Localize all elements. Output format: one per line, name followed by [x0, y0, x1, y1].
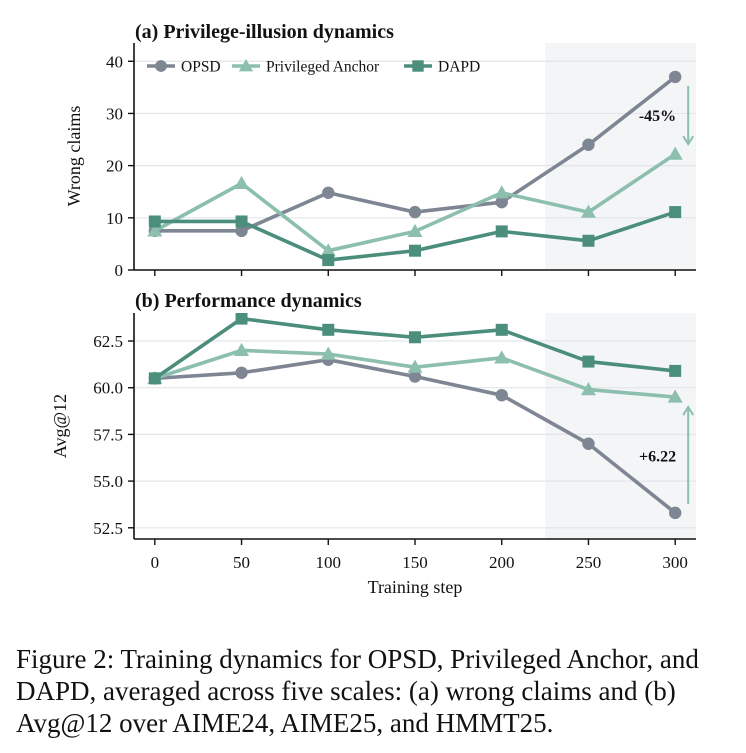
data-point-marker — [322, 323, 335, 336]
data-point-marker — [409, 244, 421, 257]
data-point-marker — [582, 355, 595, 368]
data-point-marker — [495, 388, 508, 402]
data-point-marker — [494, 350, 510, 364]
panel-privilege-illusion: 0 10 20 30 40 (a) Privilege-illusion dynamic… — [64, 21, 696, 280]
y-ticks: 0 10 20 30 40 — [106, 52, 134, 280]
chart-title: (a) Privilege-illusion dynamics — [135, 21, 394, 43]
annotation: +6.22 — [639, 405, 695, 504]
data-point-marker — [235, 224, 248, 238]
x-tick-label: 0 — [151, 553, 160, 572]
x-tick-label: 150 — [402, 553, 428, 572]
x-tick-label: 200 — [489, 553, 515, 572]
legend-label: OPSD — [181, 59, 221, 76]
data-point-marker — [234, 175, 250, 189]
x-tick-label: 300 — [662, 553, 688, 572]
data-point-marker — [408, 205, 422, 219]
data-point-marker — [408, 370, 422, 383]
data-point-marker — [668, 506, 682, 520]
data-point-marker — [580, 382, 596, 396]
legend: OPSD Privileged Anchor DAPD — [147, 59, 480, 76]
data-point-marker — [495, 225, 508, 238]
data-point-marker — [320, 346, 336, 360]
y-axis-label: Wrong claims — [64, 106, 84, 207]
data-point-marker — [235, 366, 248, 379]
data-point-marker — [148, 372, 161, 385]
panel-performance: 52.555.057.560.062.5 0 50 100 150 200 250 300 … — [50, 290, 696, 597]
y-tick-label: 30 — [106, 104, 123, 123]
y-tick-label: 20 — [106, 157, 123, 176]
figure: 0 10 20 30 40 (a) Privilege-illusion dynamic… — [50, 21, 696, 597]
x-axis-label: Training step — [368, 577, 463, 597]
data-point-marker — [409, 331, 421, 344]
series-group — [147, 70, 683, 267]
data-point-marker — [320, 243, 336, 257]
axes — [133, 43, 696, 276]
data-point-marker — [407, 359, 423, 373]
legend-marker — [155, 60, 167, 72]
y-tick-label: 62.5 — [93, 332, 123, 351]
legend-marker — [238, 58, 254, 72]
y-tick-label: 52.5 — [93, 519, 123, 538]
data-point-marker — [580, 204, 596, 218]
annotation-label: +6.22 — [639, 448, 676, 465]
annotation: -45% — [639, 85, 695, 147]
data-point-marker — [582, 437, 595, 450]
series-group — [147, 313, 683, 520]
legend-label: DAPD — [438, 59, 480, 76]
data-point-marker — [147, 223, 163, 237]
x-tick-label: 250 — [576, 553, 602, 572]
chart-title: (b) Performance dynamics — [135, 290, 362, 312]
y-axis-label: Avg@12 — [50, 394, 70, 458]
y-tick-label: 0 — [115, 261, 124, 280]
arrow-head — [682, 405, 695, 416]
y-tick-label: 55.0 — [93, 472, 123, 491]
data-point-marker — [234, 342, 250, 356]
y-ticks: 52.5 55.0 57.5 60.0 62.5 — [93, 332, 134, 538]
data-point-marker — [582, 234, 595, 247]
data-point-marker — [494, 185, 510, 199]
x-ticks: 0 50 100 150 200 250 300 — [151, 539, 688, 572]
y-tick-label: 40 — [106, 52, 123, 71]
data-point-marker — [668, 70, 682, 84]
data-point-marker — [495, 195, 508, 209]
data-point-marker — [582, 138, 595, 151]
legend-label: Privileged Anchor — [266, 59, 380, 76]
data-point-marker — [407, 223, 423, 238]
data-point-marker — [322, 186, 335, 199]
annotation-label: -45% — [639, 108, 676, 125]
y-tick-label: 57.5 — [93, 425, 123, 444]
legend-marker — [412, 60, 424, 72]
data-point-marker — [148, 215, 161, 228]
arrow-head — [682, 135, 695, 147]
y-tick-label: 10 — [106, 209, 123, 228]
data-point-marker — [667, 146, 683, 160]
data-point-marker — [235, 313, 248, 325]
data-point-marker — [235, 215, 248, 228]
x-tick-label: 100 — [316, 553, 342, 572]
data-point-marker — [669, 206, 682, 219]
data-point-marker — [322, 254, 335, 267]
x-tick-label: 50 — [233, 553, 250, 572]
figure-caption: Figure 2: Training dynamics for OPSD, Pr… — [16, 644, 699, 738]
data-point-marker — [667, 389, 683, 403]
y-tick-label: 60.0 — [93, 379, 123, 398]
data-point-marker — [669, 364, 682, 377]
data-point-marker — [495, 323, 508, 336]
shaded-region — [545, 313, 696, 539]
